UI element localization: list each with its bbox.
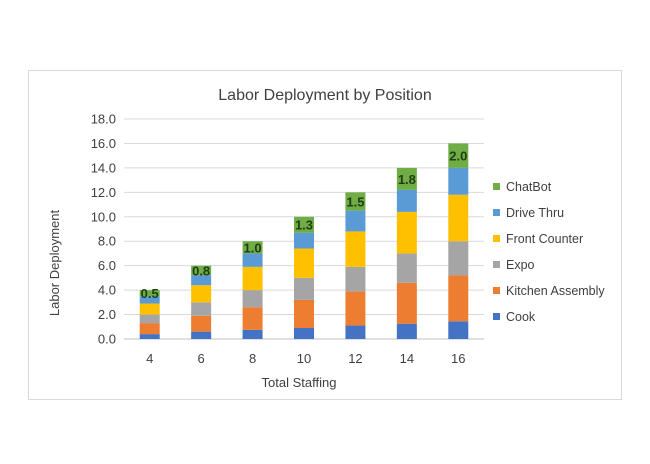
legend-swatch <box>493 287 500 294</box>
y-tick-label: 4.0 <box>98 283 116 298</box>
bar-segment-chatbot <box>191 265 212 276</box>
bar-segment-expo <box>345 266 366 292</box>
bars <box>139 143 469 339</box>
bar-segment-kitchen-assembly <box>396 282 417 324</box>
data-labels: 0.5 0.8 1.0 1.3 1.5 1.8 2.0 <box>141 149 468 302</box>
bar-segment-front-counter <box>294 248 314 278</box>
bar-segment-expo <box>448 241 469 276</box>
bar-segment-kitchen-assembly <box>139 323 160 335</box>
bar-segment-chatbot <box>294 216 314 233</box>
x-tick-label: 10 <box>297 351 311 366</box>
y-tick-label: 18.0 <box>91 112 116 127</box>
bar-segment-chatbot <box>396 167 417 190</box>
bar-segment-front-counter <box>396 211 417 254</box>
bar-segment-drive-thru <box>191 275 212 286</box>
y-axis-ticks: 0.0 2.0 4.0 6.0 8.0 10.0 12.0 14.0 16.0 18.0 <box>91 112 116 347</box>
legend-label: Front Counter <box>506 232 583 246</box>
data-label: 1.3 <box>295 218 313 233</box>
bar-segment-front-counter <box>448 194 469 242</box>
bar-segment-expo <box>396 253 417 283</box>
y-tick-label: 0.0 <box>98 332 116 347</box>
data-label: 1.5 <box>346 195 364 210</box>
bar-segment-drive-thru <box>294 232 314 249</box>
bar-segment-cook <box>345 325 366 339</box>
data-label: 0.5 <box>141 286 159 301</box>
bar-segment-expo <box>294 277 314 300</box>
x-tick-label: 16 <box>451 351 465 366</box>
y-tick-label: 6.0 <box>98 258 116 273</box>
x-tick-label: 4 <box>146 351 153 366</box>
bar-segment-drive-thru <box>448 167 469 195</box>
legend-label: Cook <box>506 310 536 324</box>
x-tick-label: 12 <box>348 351 362 366</box>
bar-segment-chatbot <box>345 192 366 211</box>
bar-segment-front-counter <box>345 231 366 267</box>
data-label: 2.0 <box>449 149 467 164</box>
bar-segment-chatbot <box>448 143 469 168</box>
y-tick-label: 12.0 <box>91 185 116 200</box>
y-axis-label: Labor Deployment <box>47 210 62 317</box>
legend-swatch <box>493 183 500 190</box>
y-tick-label: 8.0 <box>98 234 116 249</box>
x-axis-ticks: 4 6 8 10 12 14 16 <box>146 351 465 366</box>
bar-segment-cook <box>294 328 314 339</box>
bar-segment-cook <box>448 321 469 339</box>
legend-label: Drive Thru <box>506 206 564 220</box>
bar-segment-front-counter <box>191 285 212 303</box>
x-axis-label: Total Staffing <box>262 375 337 390</box>
chart-frame: Labor Deployment by Position 0.0 2.0 4.0 6.… <box>28 70 622 400</box>
y-tick-label: 14.0 <box>91 160 116 175</box>
bar-segment-cook <box>242 329 263 339</box>
data-label: 1.0 <box>244 240 262 255</box>
legend-swatch <box>493 313 500 320</box>
bar-segment-drive-thru <box>139 296 160 304</box>
bar-segment-kitchen-assembly <box>345 291 366 326</box>
legend-swatch <box>493 209 500 216</box>
bar-segment-drive-thru <box>242 253 263 267</box>
legend-label: Kitchen Assembly <box>506 284 605 298</box>
legend-swatch <box>493 261 500 268</box>
legend-swatch <box>493 235 500 242</box>
x-tick-label: 8 <box>249 351 256 366</box>
bar-segment-cook <box>139 334 160 339</box>
bar-segment-front-counter <box>242 266 263 291</box>
bar-segment-expo <box>139 314 160 324</box>
y-tick-label: 10.0 <box>91 209 116 224</box>
bar-segment-cook <box>191 331 212 339</box>
bar-segment-kitchen-assembly <box>242 307 263 330</box>
legend-label: ChatBot <box>506 180 552 194</box>
x-tick-label: 6 <box>198 351 205 366</box>
bar-segment-kitchen-assembly <box>294 299 314 328</box>
bar-segment-chatbot <box>139 290 160 297</box>
data-label: 0.8 <box>192 264 210 279</box>
legend-label: Expo <box>506 258 535 272</box>
bar-segment-cook <box>396 323 417 339</box>
y-tick-label: 16.0 <box>91 136 116 151</box>
bar-segment-chatbot <box>242 241 263 254</box>
bar-segment-drive-thru <box>345 210 366 232</box>
bar-segment-drive-thru <box>396 189 417 212</box>
chart-svg: Labor Deployment by Position 0.0 2.0 4.0 6.… <box>47 87 605 390</box>
bar-segment-kitchen-assembly <box>191 315 212 332</box>
bar-segment-front-counter <box>139 303 160 315</box>
bar-segment-expo <box>191 302 212 316</box>
x-tick-label: 14 <box>400 351 414 366</box>
y-tick-label: 2.0 <box>98 307 116 322</box>
legend: ChatBot Drive Thru Front Counter Expo Kitche… <box>493 180 605 324</box>
chart-title: Labor Deployment by Position <box>218 87 431 104</box>
bar-segment-kitchen-assembly <box>448 275 469 322</box>
bar-segment-expo <box>242 290 263 308</box>
data-label: 1.8 <box>398 172 416 187</box>
